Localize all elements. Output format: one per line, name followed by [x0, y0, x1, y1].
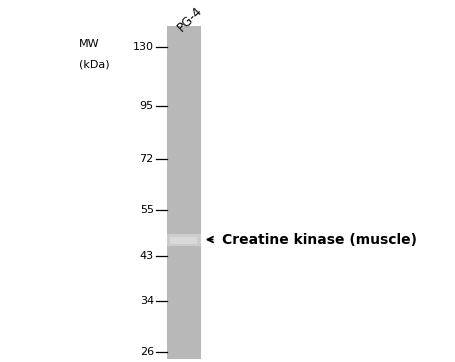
Text: PG-4: PG-4 — [174, 4, 205, 34]
FancyBboxPatch shape — [167, 233, 201, 245]
FancyBboxPatch shape — [167, 26, 201, 359]
Text: 72: 72 — [140, 154, 154, 164]
Text: 95: 95 — [140, 101, 154, 111]
Text: 26: 26 — [140, 347, 154, 357]
Text: MW: MW — [79, 39, 100, 49]
Text: 34: 34 — [140, 296, 154, 306]
FancyBboxPatch shape — [170, 237, 197, 244]
Text: 43: 43 — [140, 251, 154, 261]
Text: 55: 55 — [140, 205, 154, 215]
Text: Creatine kinase (muscle): Creatine kinase (muscle) — [222, 232, 417, 247]
Text: 130: 130 — [133, 42, 154, 52]
Text: (kDa): (kDa) — [79, 59, 110, 69]
